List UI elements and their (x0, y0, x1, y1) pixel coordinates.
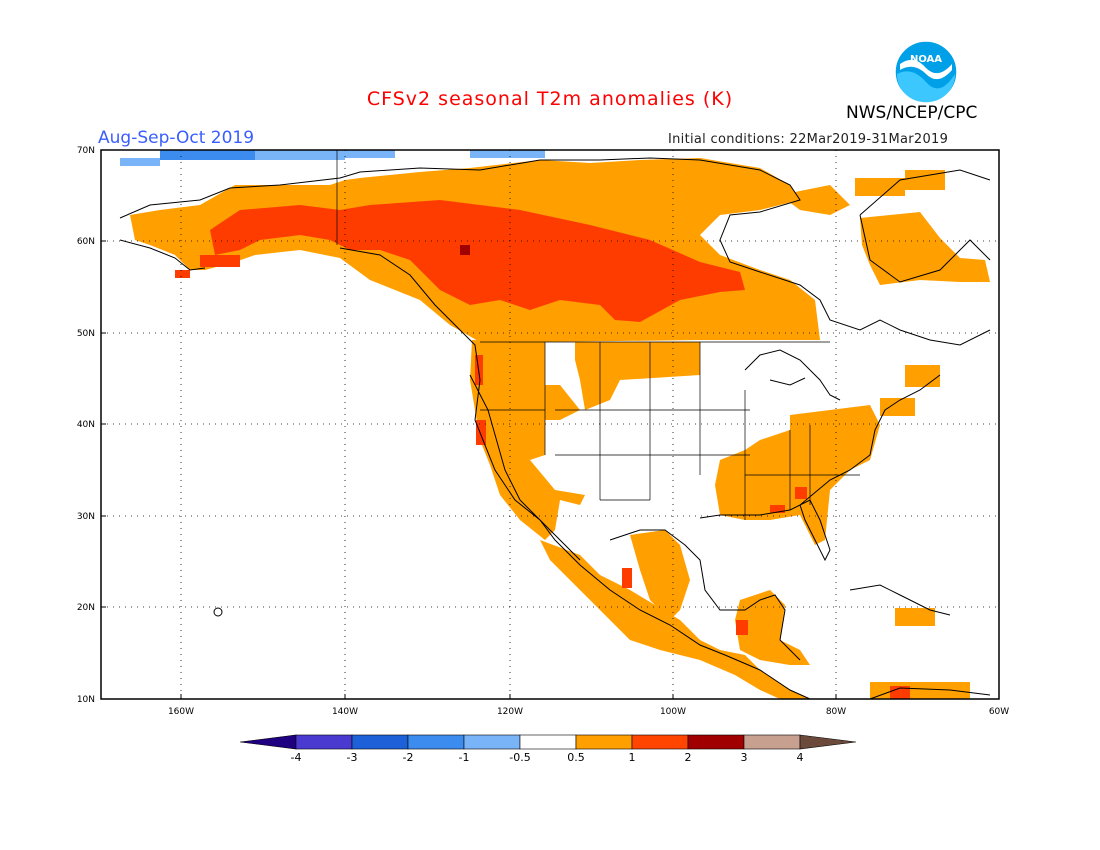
colorbar-label: 2 (685, 751, 692, 764)
colorbar-swatch (407, 734, 465, 750)
colorbar-swatch (519, 734, 577, 750)
latitude-label: 20N (77, 603, 95, 613)
colorbar-label: 3 (741, 751, 748, 764)
latitude-label: 60N (77, 237, 95, 247)
colorbar-swatch (463, 734, 521, 750)
colorbar-swatch (687, 734, 745, 750)
colorbar-label: -0.5 (509, 751, 530, 764)
colorbar: -4 -3 -2 -1 -0.5 0.5 1 2 3 4 (239, 734, 857, 764)
latitude-label: 50N (77, 329, 95, 339)
colorbar-swatch (743, 734, 801, 750)
latitude-label: 30N (77, 512, 95, 522)
coastlines (119, 157, 991, 699)
colorbar-label: -1 (459, 751, 470, 764)
latitude-labels: 70N 60N 50N 40N 30N 20N 10N (77, 146, 106, 705)
anomaly-fills (120, 150, 990, 699)
colorbar-max-arrow (799, 734, 857, 750)
longitude-label: 80W (826, 707, 846, 717)
colorbar-swatch (351, 734, 409, 750)
initial-conditions-label: Initial conditions: 22Mar2019-31Mar2019 (668, 132, 949, 147)
longitude-labels: 160W 140W 120W 100W 80W 60W (168, 694, 1009, 717)
state-borders (336, 150, 860, 520)
longitude-label: 140W (332, 707, 358, 717)
colorbar-label: 1 (629, 751, 636, 764)
longitude-label: 120W (497, 707, 523, 717)
colorbar-swatch (575, 734, 633, 750)
colorbar-label: 4 (797, 751, 804, 764)
longitude-label: 160W (168, 707, 194, 717)
colorbar-swatch (631, 734, 689, 750)
latitude-label: 40N (77, 420, 95, 430)
colorbar-min-arrow (239, 734, 297, 750)
colorbar-label: -4 (291, 751, 302, 764)
map-title: CFSv2 seasonal T2m anomalies (K) (366, 88, 734, 110)
longitude-label: 100W (660, 707, 686, 717)
colorbar-label: -2 (403, 751, 414, 764)
season-label: Aug-Sep-Oct 2019 (98, 128, 255, 148)
noaa-logo: NOAA (894, 40, 958, 104)
latitude-label: 70N (77, 146, 95, 156)
colorbar-label: 0.5 (567, 751, 585, 764)
organization-label: NWS/NCEP/CPC (846, 103, 978, 123)
latitude-label: 10N (77, 695, 95, 705)
colorbar-label: -3 (347, 751, 358, 764)
svg-text:NOAA: NOAA (910, 54, 942, 65)
longitude-label: 60W (989, 707, 1009, 717)
colorbar-swatch (295, 734, 353, 750)
